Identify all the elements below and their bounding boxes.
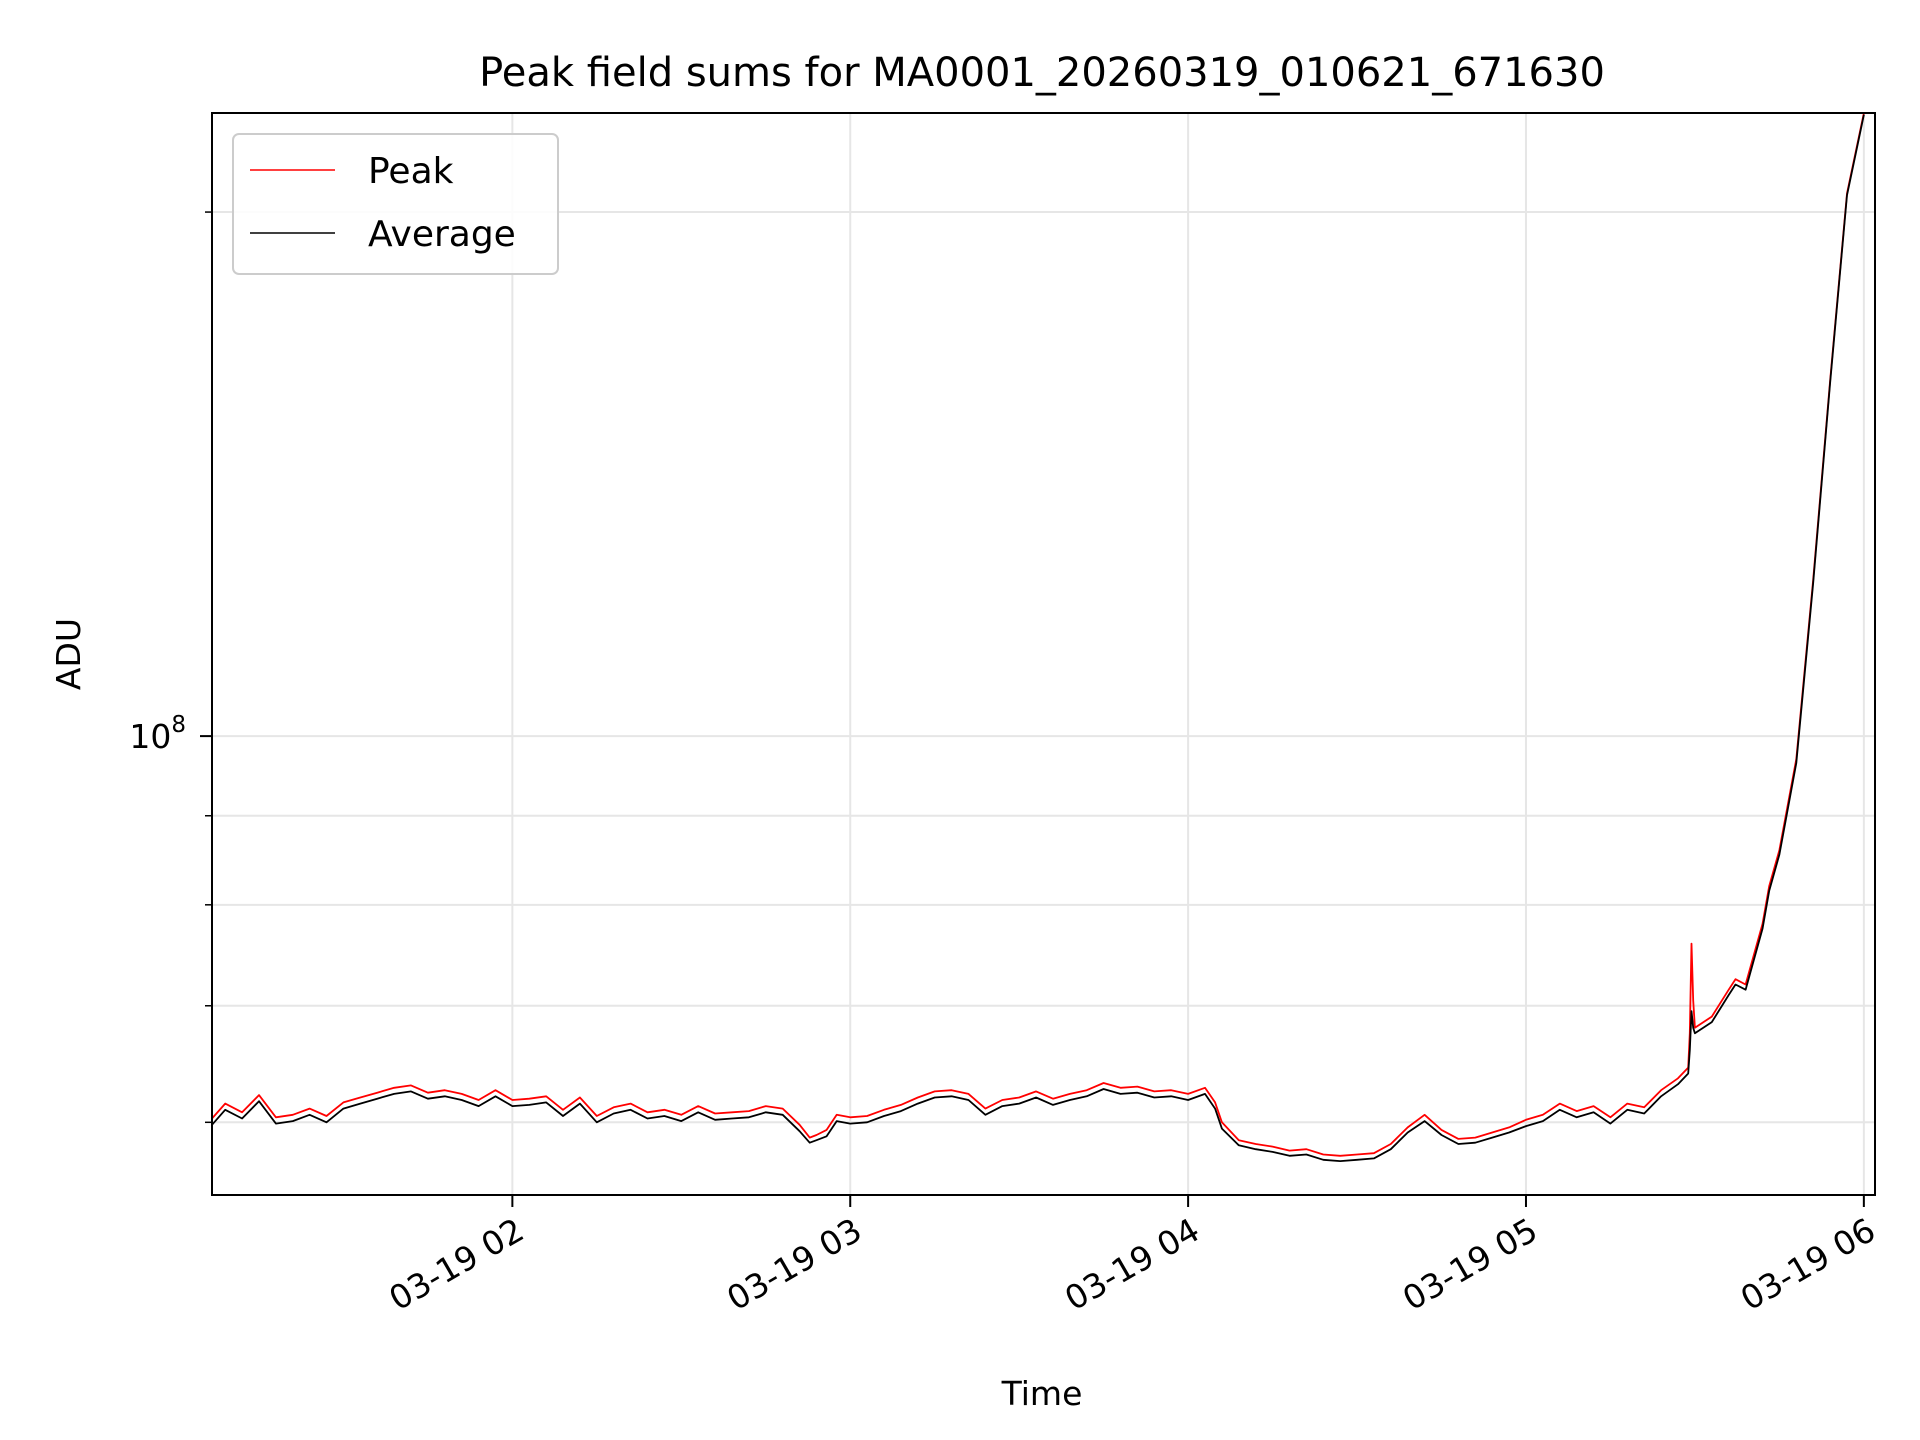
plot-frame xyxy=(211,112,1876,1196)
series-layer xyxy=(212,113,1865,1162)
chart-title: Peak field sums for MA0001_20260319_0106… xyxy=(479,50,1605,96)
y-axis: 108 xyxy=(129,211,212,1124)
grid xyxy=(212,113,1875,1195)
y-tick-label: 108 xyxy=(129,712,186,756)
legend-label-peak: Peak xyxy=(368,151,454,192)
series-line-average xyxy=(212,114,1865,1162)
y-tick-label-base: 10 xyxy=(129,717,171,756)
y-tick-label-exponent: 8 xyxy=(171,712,186,738)
legend-box xyxy=(232,133,559,275)
series-line-peak xyxy=(212,113,1865,1157)
x-axis-label: Time xyxy=(1001,1374,1083,1413)
y-axis-label: ADU xyxy=(49,618,88,690)
legend-label-average: Average xyxy=(368,214,516,255)
legend: Peak Average xyxy=(232,133,559,275)
